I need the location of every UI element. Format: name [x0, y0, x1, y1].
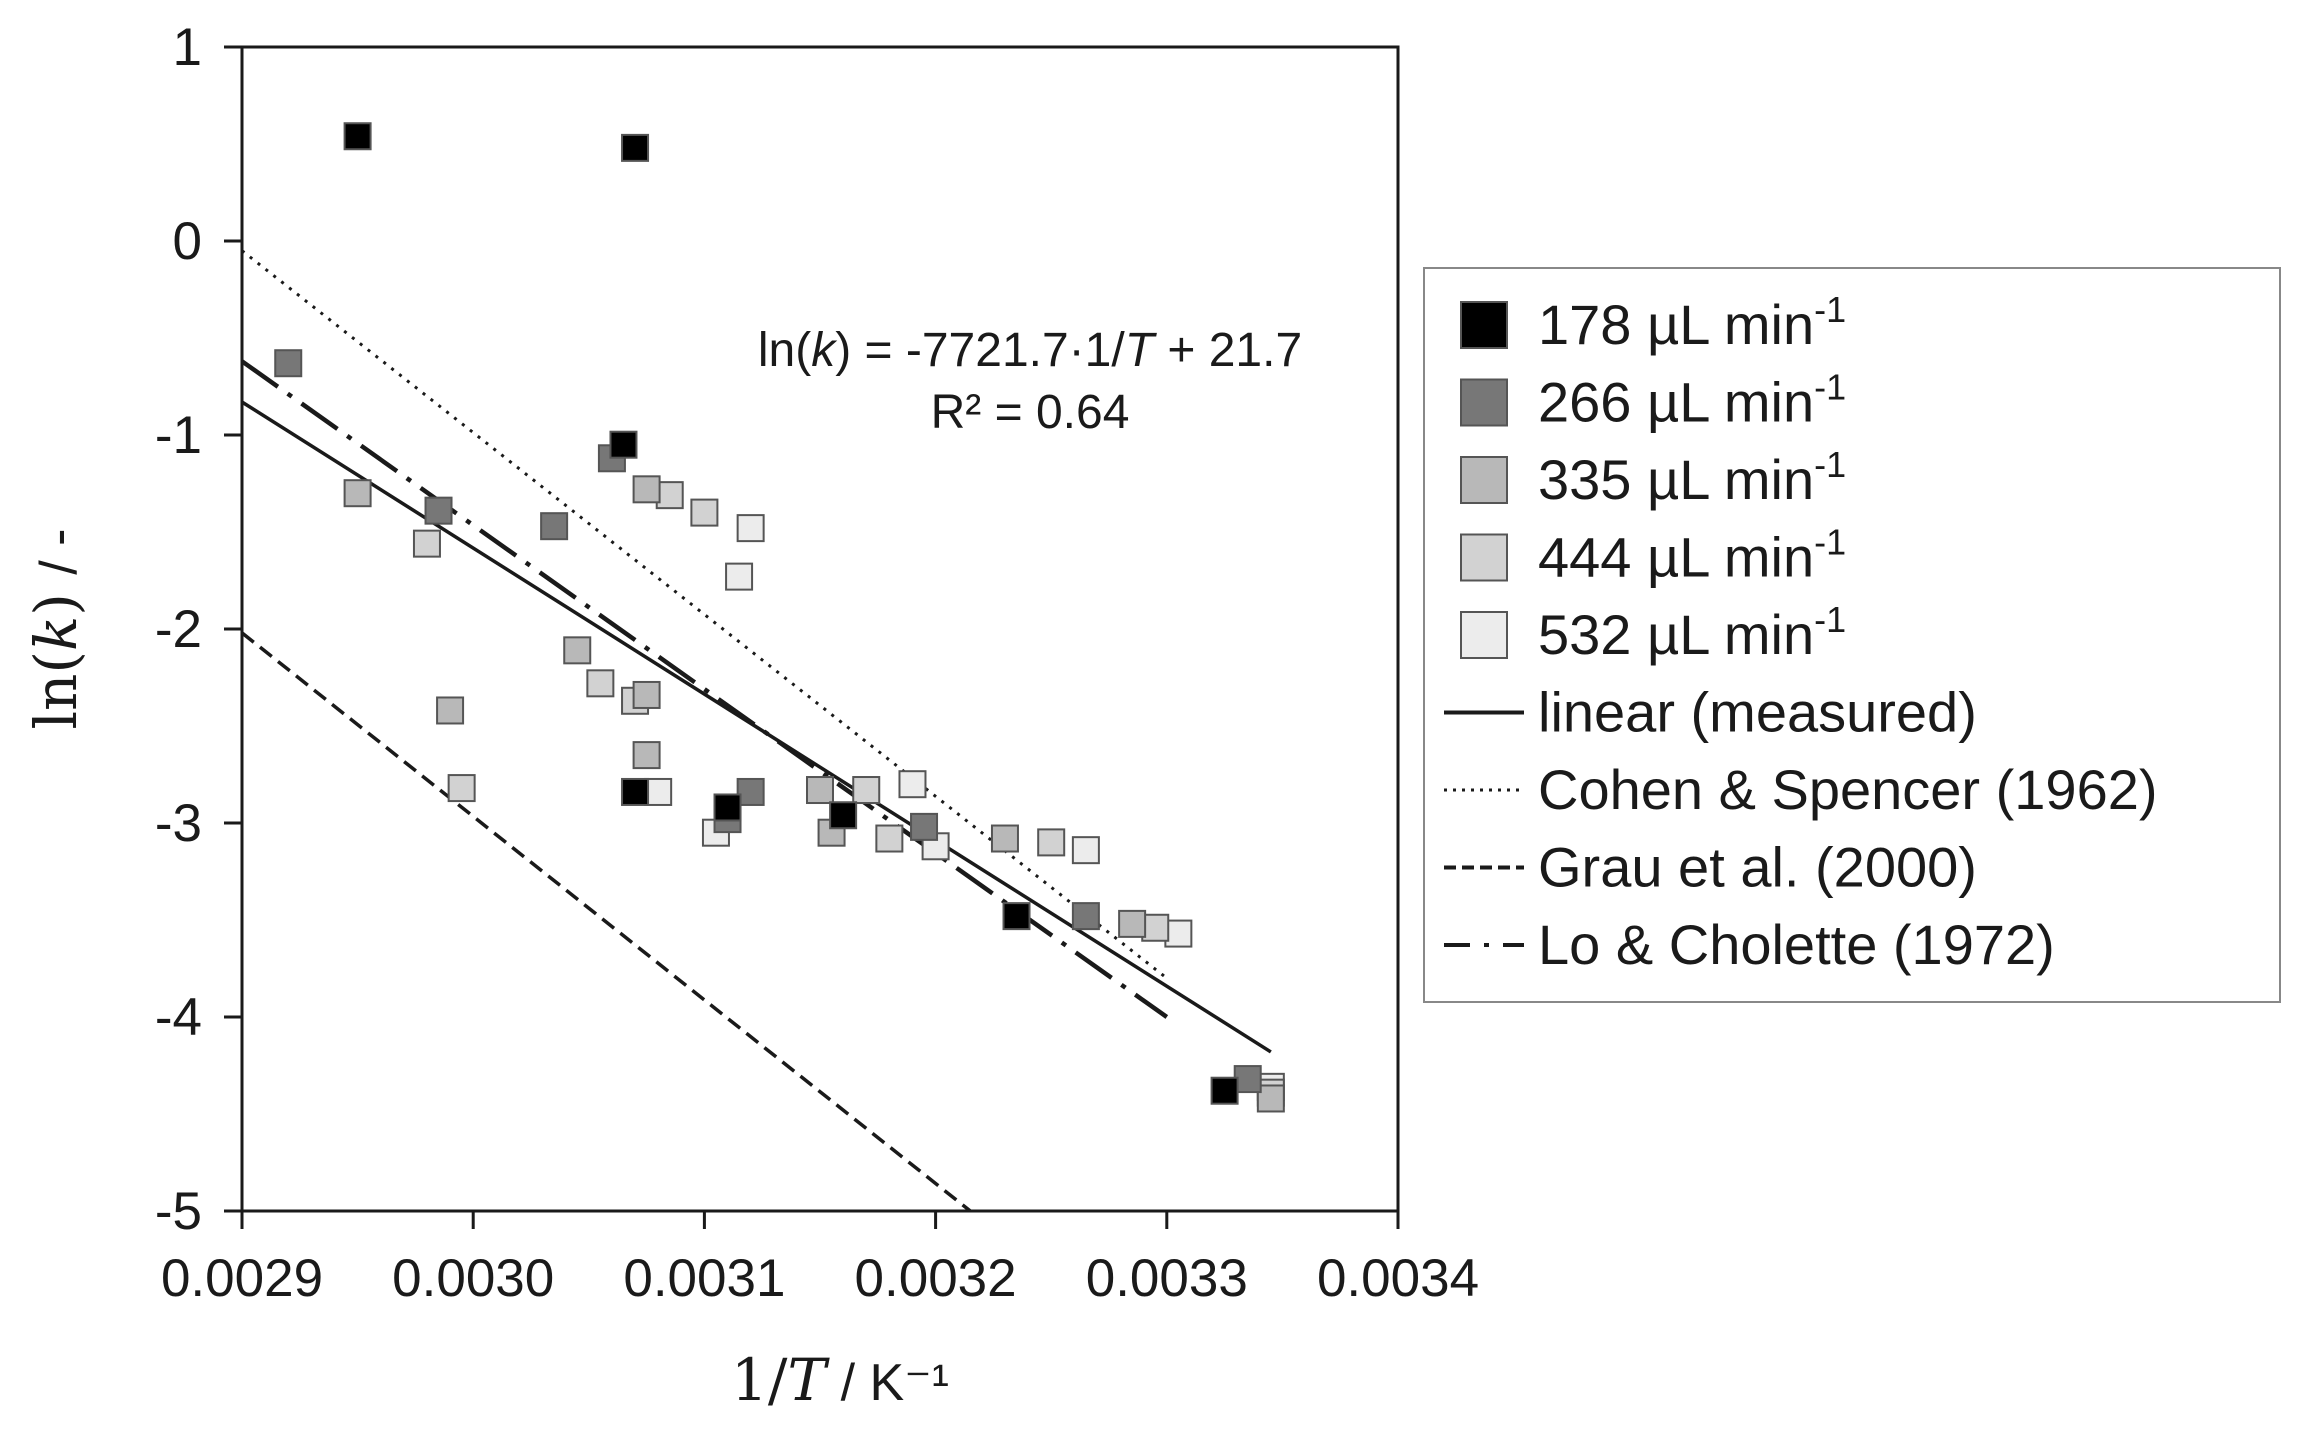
x-tick-label: 0.0029 — [161, 1249, 323, 1308]
data-point — [343, 479, 372, 508]
data-point — [725, 562, 754, 591]
data-point — [436, 696, 465, 725]
y-tick-label: -1 — [155, 406, 202, 465]
legend-box — [1423, 267, 2281, 1003]
fit-equation: ln(k) = -7721.7·1/T + 21.7 — [758, 324, 1302, 377]
data-point — [1071, 902, 1100, 931]
data-point — [655, 481, 684, 510]
data-point — [875, 824, 904, 853]
legend: 178 µL min-1 266 µL min-1 335 µL min-1 444 … — [1423, 267, 2281, 1003]
data-point — [1210, 1076, 1239, 1105]
y-tick-label: -2 — [155, 600, 202, 659]
data-point — [690, 498, 719, 527]
data-point — [632, 475, 661, 504]
legend-label: Grau et al. (2000) — [1538, 836, 1977, 899]
data-point — [1071, 836, 1100, 865]
data-point — [736, 514, 765, 543]
y-tick-label: -3 — [155, 794, 202, 853]
legend-label: 532 µL min-1 — [1538, 599, 1846, 666]
data-point — [586, 669, 615, 698]
y-axis-title: ln(k) / - — [22, 529, 90, 730]
legend-marker — [1460, 611, 1508, 659]
data-point — [424, 496, 453, 525]
data-point — [563, 636, 592, 665]
data-point — [910, 812, 939, 841]
legend-marker — [1460, 533, 1508, 582]
data-point — [1037, 828, 1066, 857]
data-point — [852, 776, 881, 805]
line-solid — [242, 400, 1272, 1054]
data-point — [447, 774, 476, 803]
x-axis-title: 1/T / K⁻¹ — [731, 1346, 949, 1414]
data-point — [1141, 913, 1170, 942]
line-dashed — [242, 631, 972, 1211]
legend-label: 335 µL min-1 — [1538, 444, 1846, 511]
x-tick-label: 0.0031 — [623, 1249, 785, 1308]
plot-layer: 1 0 -1 -2 -3 -4 -5 0.0029 0.0030 0.0031 0.0032 0.00… — [22, 18, 1479, 1414]
data-point — [540, 512, 569, 541]
data-point — [990, 824, 1019, 853]
data-point — [1118, 909, 1147, 938]
fit-r-squared: R² = 0.64 — [931, 386, 1130, 439]
data-point — [713, 793, 742, 822]
legend-label: 178 µL min-1 — [1538, 289, 1846, 356]
y-tick-label: 1 — [173, 18, 202, 77]
legend-label: Lo & Cholette (1972) — [1538, 913, 2055, 976]
data-point — [829, 801, 858, 830]
legend-label: 444 µL min-1 — [1538, 522, 1846, 589]
x-tick-label: 0.0032 — [855, 1249, 1017, 1308]
line-dotted — [242, 249, 1168, 980]
data-point — [644, 777, 673, 806]
legend-marker — [1460, 301, 1508, 349]
data-point — [806, 776, 834, 805]
y-tick-label: -4 — [155, 988, 202, 1047]
lines-group — [242, 249, 1272, 1211]
data-point — [412, 529, 441, 558]
data-point — [621, 777, 650, 806]
x-tick-label: 0.0033 — [1086, 1249, 1248, 1308]
data-point — [1002, 902, 1031, 931]
y-tick-label: 0 — [173, 212, 202, 271]
plot-frame — [240, 45, 1400, 1213]
data-point — [632, 741, 661, 770]
legend-marker — [1460, 456, 1508, 504]
legend-label: Cohen & Spencer (1962) — [1538, 758, 2158, 821]
data-point — [343, 122, 372, 151]
x-tick-label: 0.0030 — [392, 1249, 554, 1308]
data-point — [736, 777, 765, 806]
data-point — [1233, 1065, 1262, 1094]
data-point — [1256, 1084, 1285, 1113]
data-point — [621, 133, 650, 162]
legend-label: linear (measured) — [1538, 681, 1977, 744]
data-point — [1164, 919, 1193, 948]
data-point — [898, 770, 927, 799]
line-dashdot — [242, 359, 1169, 1019]
data-point — [609, 430, 638, 459]
x-tick-label: 0.0034 — [1317, 1249, 1479, 1308]
legend-label: 266 µL min-1 — [1538, 367, 1846, 434]
data-point — [632, 680, 661, 709]
data-point — [274, 349, 303, 378]
y-tick-label: -5 — [155, 1182, 202, 1241]
legend-marker — [1460, 378, 1508, 427]
